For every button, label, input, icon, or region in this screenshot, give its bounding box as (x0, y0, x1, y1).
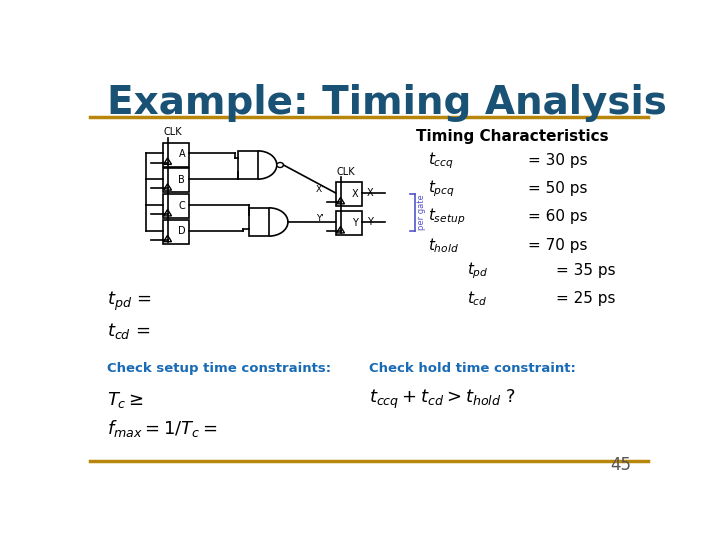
Text: Y: Y (366, 217, 373, 227)
FancyBboxPatch shape (163, 168, 189, 192)
Text: Timing Characteristics: Timing Characteristics (416, 129, 609, 144)
Polygon shape (163, 235, 171, 242)
Text: = 70 ps: = 70 ps (528, 238, 588, 253)
FancyBboxPatch shape (163, 143, 189, 167)
Text: $t_{cd}$ =: $t_{cd}$ = (107, 321, 150, 341)
Text: = 35 ps: = 35 ps (556, 263, 616, 278)
Text: X: X (366, 188, 374, 198)
Text: $T_c \geq$: $T_c \geq$ (107, 389, 144, 409)
Text: $t_{hold}$: $t_{hold}$ (428, 236, 459, 254)
Text: X: X (351, 188, 358, 199)
FancyBboxPatch shape (163, 194, 189, 218)
Text: CLK: CLK (163, 127, 182, 137)
FancyBboxPatch shape (238, 151, 258, 179)
Text: = 30 ps: = 30 ps (528, 153, 588, 168)
Text: $t_{pd}$: $t_{pd}$ (467, 260, 488, 281)
Text: D: D (178, 226, 186, 237)
Text: B: B (179, 175, 185, 185)
Polygon shape (336, 198, 345, 204)
Text: C: C (179, 201, 185, 211)
Text: = 25 ps: = 25 ps (556, 292, 616, 306)
Text: $t_{pcq}$: $t_{pcq}$ (428, 178, 454, 199)
Text: $t_{setup}$: $t_{setup}$ (428, 207, 465, 227)
Text: Y: Y (352, 218, 358, 228)
Text: Example: Timing Analysis: Example: Timing Analysis (107, 84, 667, 122)
Text: Y': Y' (317, 214, 324, 223)
FancyBboxPatch shape (249, 208, 269, 236)
Text: = 60 ps: = 60 ps (528, 210, 588, 225)
Polygon shape (163, 210, 171, 216)
Text: $f_{max} = 1/T_c =$: $f_{max} = 1/T_c =$ (107, 418, 217, 439)
Text: X': X' (316, 185, 324, 194)
Text: $t_{ccq} + t_{cd} > t_{hold}$ ?: $t_{ccq} + t_{cd} > t_{hold}$ ? (369, 388, 516, 411)
Text: = 50 ps: = 50 ps (528, 181, 588, 196)
Text: A: A (179, 149, 185, 159)
Text: per gate: per gate (417, 194, 426, 230)
FancyBboxPatch shape (336, 211, 362, 235)
Text: Check setup time constraints:: Check setup time constraints: (107, 362, 331, 375)
Text: 45: 45 (611, 456, 631, 474)
Circle shape (276, 163, 284, 167)
Text: Check hold time constraint:: Check hold time constraint: (369, 362, 576, 375)
Polygon shape (163, 184, 171, 190)
FancyBboxPatch shape (336, 182, 362, 206)
Text: $t_{ccq}$: $t_{ccq}$ (428, 150, 454, 171)
Text: $t_{pd}$ =: $t_{pd}$ = (107, 290, 151, 313)
Polygon shape (336, 227, 345, 233)
FancyBboxPatch shape (163, 220, 189, 244)
Text: $t_{cd}$: $t_{cd}$ (467, 289, 487, 308)
Text: CLK: CLK (337, 167, 355, 177)
Polygon shape (163, 158, 171, 164)
